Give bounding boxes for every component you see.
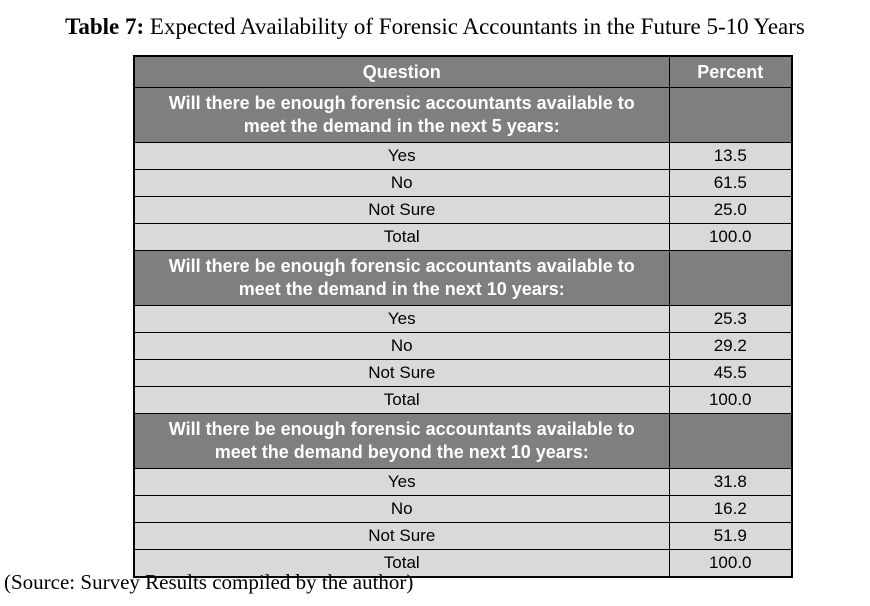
source-note: (Source: Survey Results compiled by the … bbox=[4, 570, 414, 594]
percent-value: 45.5 bbox=[668, 359, 793, 387]
section-question-10-years: Will there be enough forensic accountant… bbox=[133, 250, 670, 306]
section-question-5-years: Will there be enough forensic accountant… bbox=[133, 87, 670, 143]
section-header-row: Will there be enough forensic accountant… bbox=[133, 87, 793, 143]
section-header-row: Will there be enough forensic accountant… bbox=[133, 413, 793, 469]
section-header-row: Will there be enough forensic accountant… bbox=[133, 250, 793, 306]
percent-value: 100.0 bbox=[668, 386, 793, 414]
section-percent-empty bbox=[668, 250, 793, 306]
section-percent-empty bbox=[668, 87, 793, 143]
percent-value: 16.2 bbox=[668, 495, 793, 523]
table-row: Not Sure 51.9 bbox=[133, 522, 793, 550]
answer-label: No bbox=[133, 495, 670, 523]
answer-label: Total bbox=[133, 223, 670, 251]
section-percent-empty bbox=[668, 413, 793, 469]
table-row: No 61.5 bbox=[133, 169, 793, 197]
availability-table: Question Percent Will there be enough fo… bbox=[133, 55, 793, 578]
percent-value: 25.3 bbox=[668, 305, 793, 333]
percent-value: 13.5 bbox=[668, 142, 793, 170]
answer-label: Yes bbox=[133, 142, 670, 170]
answer-label: No bbox=[133, 332, 670, 360]
table-row: Total 100.0 bbox=[133, 386, 793, 414]
answer-label: Not Sure bbox=[133, 196, 670, 224]
answer-label: Yes bbox=[133, 305, 670, 333]
table-row: Total 100.0 bbox=[133, 223, 793, 251]
table-caption-number: Table 7: bbox=[65, 14, 145, 39]
percent-value: 100.0 bbox=[668, 549, 793, 578]
answer-label: Yes bbox=[133, 468, 670, 496]
table-row: Yes 31.8 bbox=[133, 468, 793, 496]
table-row: Not Sure 25.0 bbox=[133, 196, 793, 224]
answer-label: Not Sure bbox=[133, 522, 670, 550]
answer-label: No bbox=[133, 169, 670, 197]
percent-value: 25.0 bbox=[668, 196, 793, 224]
table-caption: Table 7: Expected Availability of Forens… bbox=[0, 14, 870, 40]
table-caption-text: Expected Availability of Forensic Accoun… bbox=[144, 14, 805, 39]
table-row: Total 100.0 bbox=[133, 549, 793, 578]
table-row: Not Sure 45.5 bbox=[133, 359, 793, 387]
table-row: No 16.2 bbox=[133, 495, 793, 523]
percent-value: 51.9 bbox=[668, 522, 793, 550]
percent-value: 31.8 bbox=[668, 468, 793, 496]
section-question-beyond-10-years: Will there be enough forensic accountant… bbox=[133, 413, 670, 469]
answer-label: Total bbox=[133, 549, 670, 578]
table-row: No 29.2 bbox=[133, 332, 793, 360]
answer-label: Total bbox=[133, 386, 670, 414]
column-header-percent: Percent bbox=[668, 55, 793, 88]
column-header-question: Question bbox=[133, 55, 670, 88]
answer-label: Not Sure bbox=[133, 359, 670, 387]
table-row: Yes 13.5 bbox=[133, 142, 793, 170]
percent-value: 29.2 bbox=[668, 332, 793, 360]
percent-value: 61.5 bbox=[668, 169, 793, 197]
table-row: Yes 25.3 bbox=[133, 305, 793, 333]
percent-value: 100.0 bbox=[668, 223, 793, 251]
table-header-row: Question Percent bbox=[133, 55, 793, 88]
